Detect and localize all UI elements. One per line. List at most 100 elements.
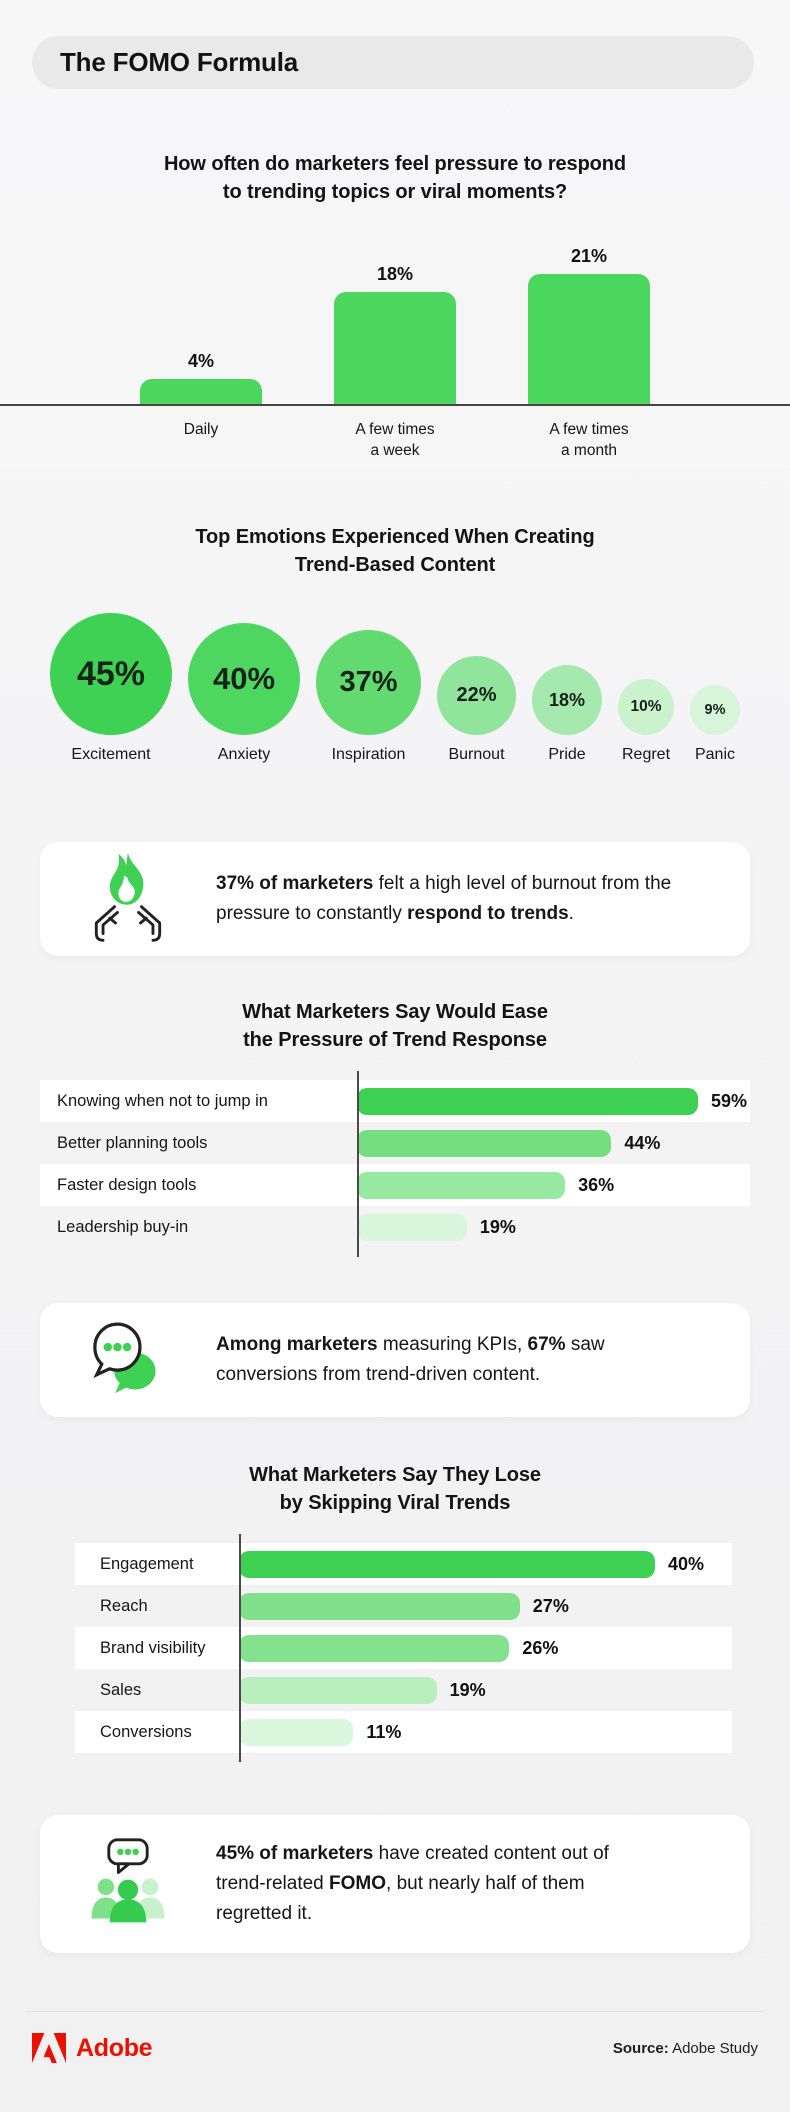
callout-card-fomo: 45% of marketers have created content ou… [40,1815,750,1953]
callout-plain: . [568,903,574,924]
bubble-pride: 18% [532,665,602,735]
vbar-column-daily: 4% [140,351,262,404]
people-group-icon [40,1836,216,1932]
hbar-label: Engagement [100,1554,194,1573]
hbar-row: Engagement 40% [75,1543,732,1585]
callout-text-conversions: Among marketers measuring KPIs, 67% saw … [216,1330,750,1390]
hbar-brand-visibility [239,1634,510,1662]
vbar-daily [140,379,262,404]
hbar-value: 59% [711,1090,748,1111]
chartB-title: What Marketers Say They Lose by Skipping… [0,1461,790,1517]
callout-plain: measuring KPIs, [377,1334,528,1355]
callout-plain: have created content out of trend-relate… [216,1843,609,1894]
hbar-chart-ease-pressure: Knowing when not to jump in 59% Better p… [40,1071,750,1257]
vbar-value-label: 18% [376,264,414,285]
bubble-item-excitement: 45% Excitement [50,613,172,764]
chartA-title: What Marketers Say Would Ease the Pressu… [0,998,790,1054]
callout-bold: 67% [527,1334,566,1355]
bubble-item-panic: 9% Panic [690,685,740,764]
hbar-conversions [239,1718,354,1746]
hbar-label: Faster design tools [57,1175,197,1194]
bubble-panic: 9% [690,685,740,735]
bubble-label: Excitement [71,746,151,763]
category-line: A few times [549,421,629,438]
category-label-month: A few times a month [528,419,650,461]
hbar-better-planning-tools [357,1129,612,1157]
chartA-axis-line [357,1071,359,1257]
footer: Adobe Source: Adobe Study [32,2031,758,2065]
category-line: a month [560,442,617,459]
bubble-burnout: 22% [437,656,516,735]
bubble-label: Burnout [448,746,505,763]
hbar-value: 27% [532,1595,569,1616]
hbar-row: Knowing when not to jump in 59% [40,1080,750,1122]
bubble-item-anxiety: 40% Anxiety [188,623,300,764]
hbar-row: Sales 19% [75,1669,732,1711]
hbar-chart-lose-skipping: Engagement 40% Reach 27% Brand visibilit… [75,1534,732,1762]
hbar-label: Better planning tools [57,1133,208,1152]
bubble-item-regret: 10% Regret [618,679,674,764]
callout-card-conversions: Among marketers measuring KPIs, 67% saw … [40,1303,750,1417]
category-line: A few times [355,421,435,438]
callout-bold: Among marketers [216,1334,378,1355]
vbar-few-times-week [334,292,456,404]
bubble-item-inspiration: 37% Inspiration [316,630,421,764]
vbar-few-times-month [528,273,650,404]
header-pill: The FOMO Formula [32,36,754,89]
hbar-value: 26% [522,1637,559,1658]
bubble-label: Pride [548,746,586,763]
hbar-value: 19% [449,1679,486,1700]
bubble-item-pride: 18% Pride [532,665,602,764]
page-title: The FOMO Formula [60,47,299,77]
callout-plain: , but nearly half of them regretted it. [216,1873,585,1924]
callout-plain: felt a high level of burnout from the pr… [216,873,672,924]
chart1-title-line2: to trending topics or viral moments? [222,181,568,203]
hbar-label: Brand visibility [100,1638,206,1657]
chart1-title: How often do marketers feel pressure to … [0,150,790,206]
category-line: Daily [183,421,219,438]
hbar-faster-design-tools [357,1171,566,1199]
hbar-knowing-when-not-to-jump-in [357,1087,699,1115]
adobe-brand: Adobe [32,2033,153,2063]
hbar-label: Reach [100,1596,148,1615]
source-credit: Source: Adobe Study [613,2040,758,2057]
bubble-label: Regret [621,746,671,763]
hbar-row: Brand visibility 26% [75,1627,732,1669]
hbar-sales [239,1676,437,1704]
hbar-value: 19% [479,1216,516,1237]
bubble-anxiety: 40% [188,623,300,735]
chartA-title-line2: the Pressure of Trend Response [243,1029,547,1051]
hbar-row: Better planning tools 44% [40,1122,750,1164]
bubble-label: Inspiration [331,746,406,763]
vbar-column-week: 18% [334,264,456,404]
adobe-logo-icon [32,2033,66,2063]
hbar-row: Leadership buy-in 19% [40,1206,750,1248]
bubble-excitement: 45% [50,613,172,735]
callout-bold: FOMO [329,1873,387,1894]
footer-divider [26,2011,764,2012]
hbar-reach [239,1592,520,1620]
hbar-row: Conversions 11% [75,1711,732,1753]
hbar-value: 44% [624,1132,661,1153]
hbar-engagement [239,1550,655,1578]
chart1-category-labels: Daily A few times a week A few times a m… [0,419,790,461]
hbar-label: Conversions [100,1722,192,1741]
bubble-item-burnout: 22% Burnout [437,656,516,764]
burnout-flame-icon [40,851,216,947]
chat-bubbles-icon [40,1314,216,1406]
source-value: Adobe Study [668,2039,758,2057]
chartB-axis-line [239,1534,241,1762]
hbar-value: 36% [578,1174,615,1195]
chartB-title-line2: by Skipping Viral Trends [279,1492,511,1514]
chart1-baseline [0,404,790,406]
bubble-chart: 45% Excitement 40% Anxiety 37% Inspirati… [0,613,790,764]
hbar-value: 40% [668,1553,705,1574]
category-line: a week [370,442,420,459]
callout-text-fomo: 45% of marketers have created content ou… [216,1839,686,1929]
chartA-title-line1: What Marketers Say Would Ease [242,1001,548,1023]
bubble-title-line1: Top Emotions Experienced When Creating [195,526,595,548]
category-label-week: A few times a week [334,419,456,461]
vbar-column-month: 21% [528,246,650,404]
bubble-label: Anxiety [217,746,271,763]
adobe-wordmark: Adobe [76,2033,153,2062]
